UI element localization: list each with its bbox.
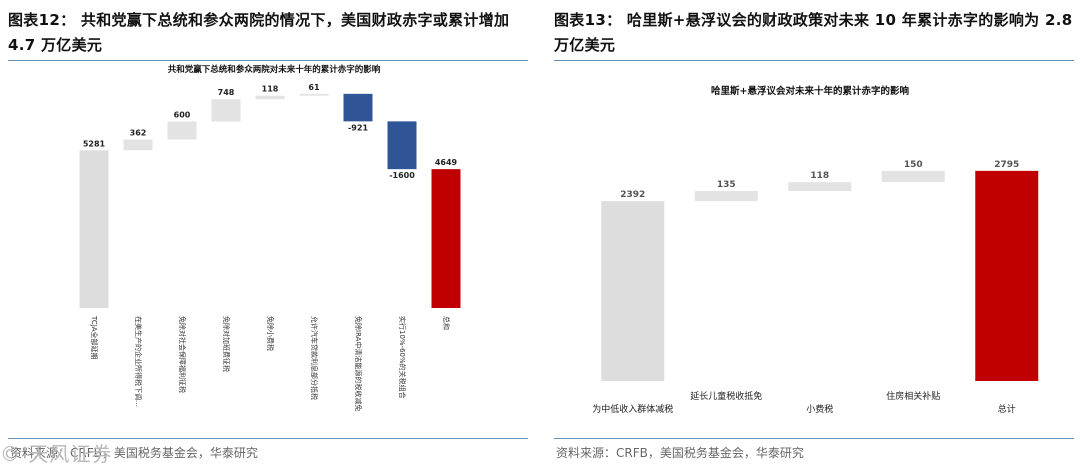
category-label-3: 小费税	[806, 403, 833, 415]
right-title-rule	[554, 60, 1074, 61]
category-label-4: 住房相关补贴	[886, 390, 940, 402]
bar-2	[123, 139, 153, 151]
value-label-2: 362	[130, 128, 147, 137]
bar-5	[255, 95, 285, 100]
value-label-4: 748	[218, 88, 235, 97]
value-label-9: 4649	[435, 158, 458, 167]
value-label-8: -1600	[389, 171, 415, 180]
category-label-8: 实行10%-60%的关税组合	[398, 316, 407, 399]
left-bottom-rule	[8, 438, 528, 439]
bar-5	[975, 170, 1039, 381]
right-source-note: 资料来源：CRFB，美国税务基金会，华泰研究	[556, 446, 804, 460]
bar-6	[299, 93, 329, 96]
right-figure-title: 图表13： 哈里斯+悬浮议会的财政政策对未来 10 年累计赤字的影响为 2.8 …	[554, 11, 1073, 54]
category-label-4: 免除对加班费征税	[222, 316, 231, 372]
left-source-note: 资料来源：CRFB，美国税务基金会，华泰研究	[10, 446, 258, 460]
category-label-6: 允许汽车贷款利息部分抵税	[310, 316, 319, 400]
left-figure-title: 图表12： 共和党赢下总统和参众两院的情况下，美国财政赤字或累计增加 4.7 万…	[8, 11, 510, 54]
bar-3	[167, 121, 197, 140]
value-label-3: 118	[810, 171, 829, 181]
category-label-2: 延长儿童税收抵免	[690, 390, 762, 402]
category-label-2: 在美生产的企业所得税下调…	[134, 316, 143, 407]
value-label-5: 118	[262, 85, 279, 94]
value-label-4: 150	[904, 160, 923, 170]
left-title-rule	[8, 60, 528, 61]
bar-7	[343, 93, 373, 122]
category-label-3: 免除对社会保障福利征税	[178, 316, 187, 393]
bar-9	[431, 169, 461, 308]
left-figure-panel: 图表12： 共和党赢下总统和参众两院的情况下，美国财政赤字或累计增加 4.7 万…	[0, 0, 534, 468]
category-label-9: 总和	[442, 316, 451, 330]
bar-1	[601, 201, 665, 381]
value-label-7: -921	[348, 123, 368, 132]
watermark: © 天风证券	[0, 442, 113, 466]
category-label-7: 免除IRA中清洁能源的税收减免	[354, 316, 363, 411]
bar-4	[211, 99, 241, 122]
bar-4	[881, 170, 945, 183]
bar-2	[694, 190, 758, 202]
bar-3	[788, 182, 852, 191]
bar-1	[79, 150, 109, 308]
bar-8	[387, 121, 417, 170]
left-waterfall-chart: 共和党赢下总统和参众两院对未来十年的累计赤字的影响 5281 362 600 748 1…	[79, 64, 461, 411]
right-chart-title: 哈里斯+悬浮议会对未来十年的累计赤字的影响	[711, 85, 909, 97]
category-label-5: 总计	[998, 403, 1016, 415]
category-label-5: 免除小费税	[266, 316, 275, 351]
right-bottom-rule	[554, 438, 1074, 439]
value-label-1: 5281	[83, 139, 106, 148]
value-label-3: 600	[174, 111, 191, 120]
right-figure-panel: 图表13： 哈里斯+悬浮议会的财政政策对未来 10 年累计赤字的影响为 2.8 …	[546, 0, 1080, 468]
value-label-6: 61	[308, 83, 320, 92]
value-label-5: 2795	[994, 160, 1019, 170]
category-label-1: TCJA全部延期	[90, 315, 99, 359]
value-label-2: 135	[717, 180, 736, 190]
value-label-1: 2392	[620, 190, 645, 200]
left-chart-title: 共和党赢下总统和参众两院对未来十年的累计赤字的影响	[168, 64, 381, 75]
category-label-1: 为中低收入群体减税	[592, 403, 673, 415]
